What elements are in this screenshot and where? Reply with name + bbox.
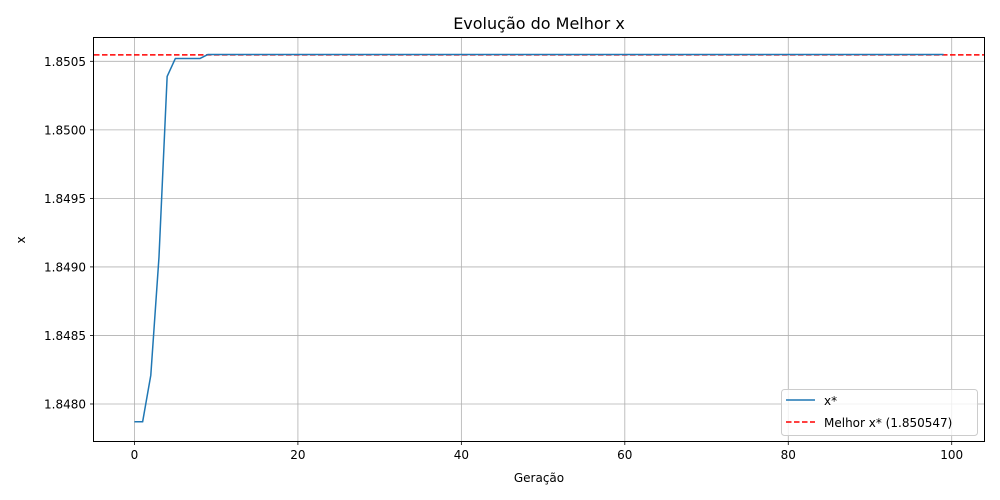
- legend-label-series: x*: [824, 394, 837, 408]
- y-tick-label: 1.8490: [44, 260, 86, 274]
- x-tick-label: 0: [131, 448, 139, 462]
- plot-frame: [93, 37, 985, 442]
- x-tick-label: 40: [454, 448, 469, 462]
- y-tick-label: 1.8485: [44, 329, 86, 343]
- series-layer: [94, 53, 984, 423]
- y-tick-label: 1.8500: [44, 123, 86, 137]
- y-axis-label: x: [14, 236, 28, 243]
- x-axis-label: Geração: [514, 471, 564, 485]
- y-tick-label: 1.8480: [44, 397, 86, 411]
- chart-title: Evolução do Melhor x: [453, 14, 625, 33]
- y-axis: 1.8480 1.8485 1.8490 1.8495 1.8500 1.8505: [44, 55, 94, 411]
- x-tick-label: 20: [290, 448, 305, 462]
- y-tick-label: 1.8505: [44, 55, 86, 69]
- x-tick-label: 60: [617, 448, 632, 462]
- series-line: [134, 53, 944, 423]
- x-tick-label: 100: [940, 448, 963, 462]
- legend-box: [781, 389, 978, 436]
- legend-label-best: Melhor x* (1.850547): [824, 416, 952, 430]
- x-axis: 0 20 40 60 80 100: [131, 441, 963, 462]
- x-tick-label: 80: [781, 448, 796, 462]
- y-tick-label: 1.8495: [44, 192, 86, 206]
- legend: x* Melhor x* (1.850547): [781, 389, 978, 436]
